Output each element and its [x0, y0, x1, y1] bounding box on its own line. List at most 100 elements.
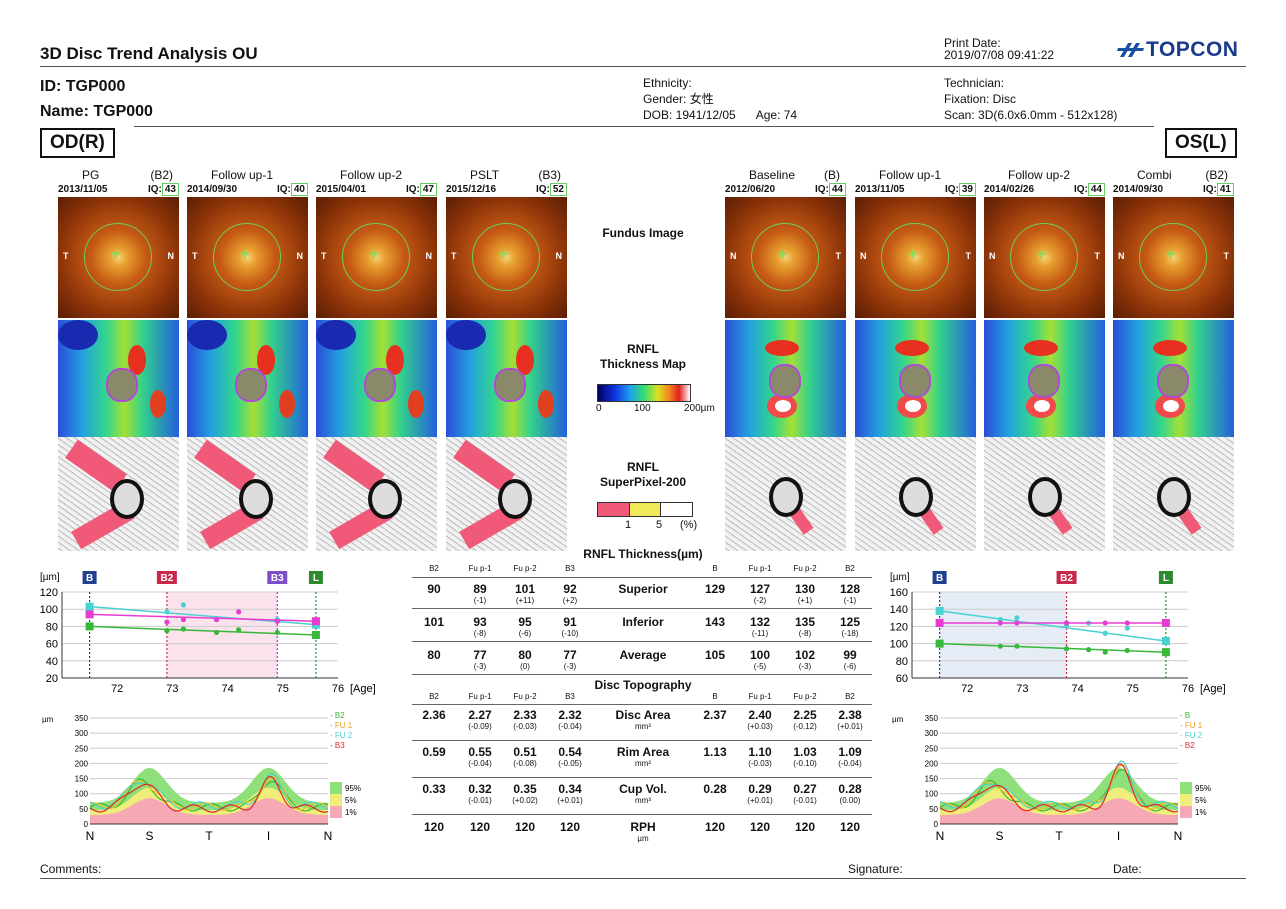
- value: 0.29: [748, 782, 772, 796]
- center-marker: +: [369, 246, 379, 263]
- os-trend-chart: 60 80 100 120 140 160 72 73 74 75 76 [Age] [µm] B B2 L: [890, 571, 1226, 695]
- od-metric-value: 2.36: [412, 708, 456, 722]
- os-metric-value: 127 (-2): [738, 582, 782, 605]
- value: 2.32: [558, 708, 582, 722]
- legend-entry: - FU 2: [1180, 731, 1203, 740]
- delta: (-0.12): [793, 722, 817, 731]
- os-metric-value: 128 (-1): [828, 582, 872, 605]
- od-metric-value: 120: [458, 820, 502, 834]
- os-metric-value: 0.28: [693, 782, 737, 796]
- value: 0.55: [468, 745, 492, 759]
- os-metric-value: 99 (-6): [828, 648, 872, 671]
- os-superpixel-map: [855, 437, 976, 551]
- data-point: [935, 618, 944, 627]
- value: 77: [473, 648, 487, 662]
- y-tick-label: 300: [75, 729, 89, 738]
- band-swatch: [330, 806, 342, 818]
- y-tick-label: 100: [40, 604, 58, 616]
- data-point: [1014, 620, 1020, 626]
- sector-label: T: [205, 829, 213, 843]
- exam-name: Follow up-1: [879, 168, 942, 182]
- legend-entry: - FU 2: [330, 731, 353, 740]
- od-metric-value: 0.34 (+0.01): [548, 782, 592, 805]
- iq-value: 44: [828, 183, 846, 196]
- delta: (-0.04): [558, 722, 582, 731]
- os-fundus-image: + N T: [855, 197, 976, 318]
- technician: Technician:: [944, 76, 1005, 90]
- comments-label: Comments:: [40, 862, 102, 876]
- od-metric-value: 77 (-3): [458, 648, 502, 671]
- od-metric-value: 95 (-6): [503, 615, 547, 638]
- os-metric-value: 120: [828, 820, 872, 834]
- event-marker: [82, 571, 97, 584]
- fundus-right-label: T: [835, 251, 842, 261]
- value: 2.25: [793, 708, 817, 722]
- delta: (-0.04): [838, 759, 862, 768]
- band-label: 1%: [1195, 808, 1207, 817]
- y-tick-label: 50: [79, 805, 88, 814]
- fundus-right-label: N: [167, 251, 175, 261]
- exam-name: Combi: [1137, 168, 1172, 182]
- value: 1.13: [703, 745, 727, 759]
- value: 0.32: [468, 782, 492, 796]
- os-thickness-map: [984, 320, 1105, 437]
- fundus-left-label: T: [192, 251, 198, 261]
- od-col-header: B2: [429, 692, 439, 701]
- value: 120: [749, 820, 771, 834]
- delta: (-0.01): [468, 796, 492, 805]
- event-marker-label: L: [313, 573, 319, 584]
- od-metric-value: 0.55 (-0.04): [458, 745, 502, 768]
- metric-label: Disc Area: [615, 708, 671, 722]
- exam-date: 2013/11/05: [58, 184, 108, 195]
- od-col-header: B2: [429, 564, 439, 573]
- scan-type: Scan: 3D(6.0x6.0mm - 512x128): [944, 108, 1118, 122]
- x-tick-label: 73: [166, 683, 178, 695]
- disc-circle: [1010, 223, 1078, 291]
- od-metric-value: 89 (-1): [458, 582, 502, 605]
- value: 2.27: [468, 708, 492, 722]
- os-col-header: B: [712, 692, 718, 701]
- event-marker: [156, 571, 177, 584]
- os-column-header: Follow up-2 2014/02/26 IQ: 44: [984, 168, 1105, 196]
- band-label: 5%: [345, 796, 357, 805]
- x-tick-label: 72: [111, 683, 123, 695]
- value: 2.33: [513, 708, 537, 722]
- delta: (-6): [843, 662, 857, 671]
- iq-label: IQ:: [405, 184, 420, 195]
- value: 80: [518, 648, 532, 662]
- scale-0: 0: [596, 403, 602, 414]
- value: 105: [704, 648, 726, 662]
- sp-1: 1: [625, 519, 632, 531]
- fundus-left-label: N: [989, 251, 996, 261]
- event-marker: [932, 571, 947, 584]
- data-point: [1102, 649, 1108, 655]
- optic-disc-outline: [1028, 364, 1060, 398]
- disc-circle: [1139, 223, 1207, 291]
- metric-label: Cup Vol.: [619, 782, 667, 796]
- optic-disc-outline: [364, 368, 396, 402]
- delta: (-0.01): [793, 796, 817, 805]
- optic-disc: [498, 479, 532, 519]
- iq-label: IQ:: [944, 184, 959, 195]
- od-fundus-image: + T N: [316, 197, 437, 318]
- od-superpixel-map: [446, 437, 567, 551]
- od-metric-value: 91 (-10): [548, 615, 592, 638]
- delta: (-8): [473, 629, 487, 638]
- od-metric-value: 77 (-3): [548, 648, 592, 671]
- exam-name: PSLT: [470, 168, 500, 182]
- data-point: [311, 631, 320, 639]
- band-label: 95%: [345, 784, 361, 793]
- data-point: [1161, 648, 1170, 657]
- brand-name: TOPCON: [1146, 38, 1239, 61]
- value: 0.28: [838, 782, 862, 796]
- tsnit-profile: [89, 773, 329, 810]
- os-metric-value: 1.03 (-0.10): [783, 745, 827, 768]
- value: 1.10: [748, 745, 772, 759]
- exam-date: 2014/09/30: [1113, 184, 1164, 195]
- os-col-header: B2: [845, 564, 855, 573]
- value: 135: [794, 615, 816, 629]
- od-column-header: Follow up-1 2014/09/30 IQ: 40: [187, 168, 308, 196]
- os-column-header: Baseline (B) 2012/06/20 IQ: 44: [725, 168, 846, 196]
- od-metric-value: 93 (-8): [458, 615, 502, 638]
- data-point: [274, 629, 280, 636]
